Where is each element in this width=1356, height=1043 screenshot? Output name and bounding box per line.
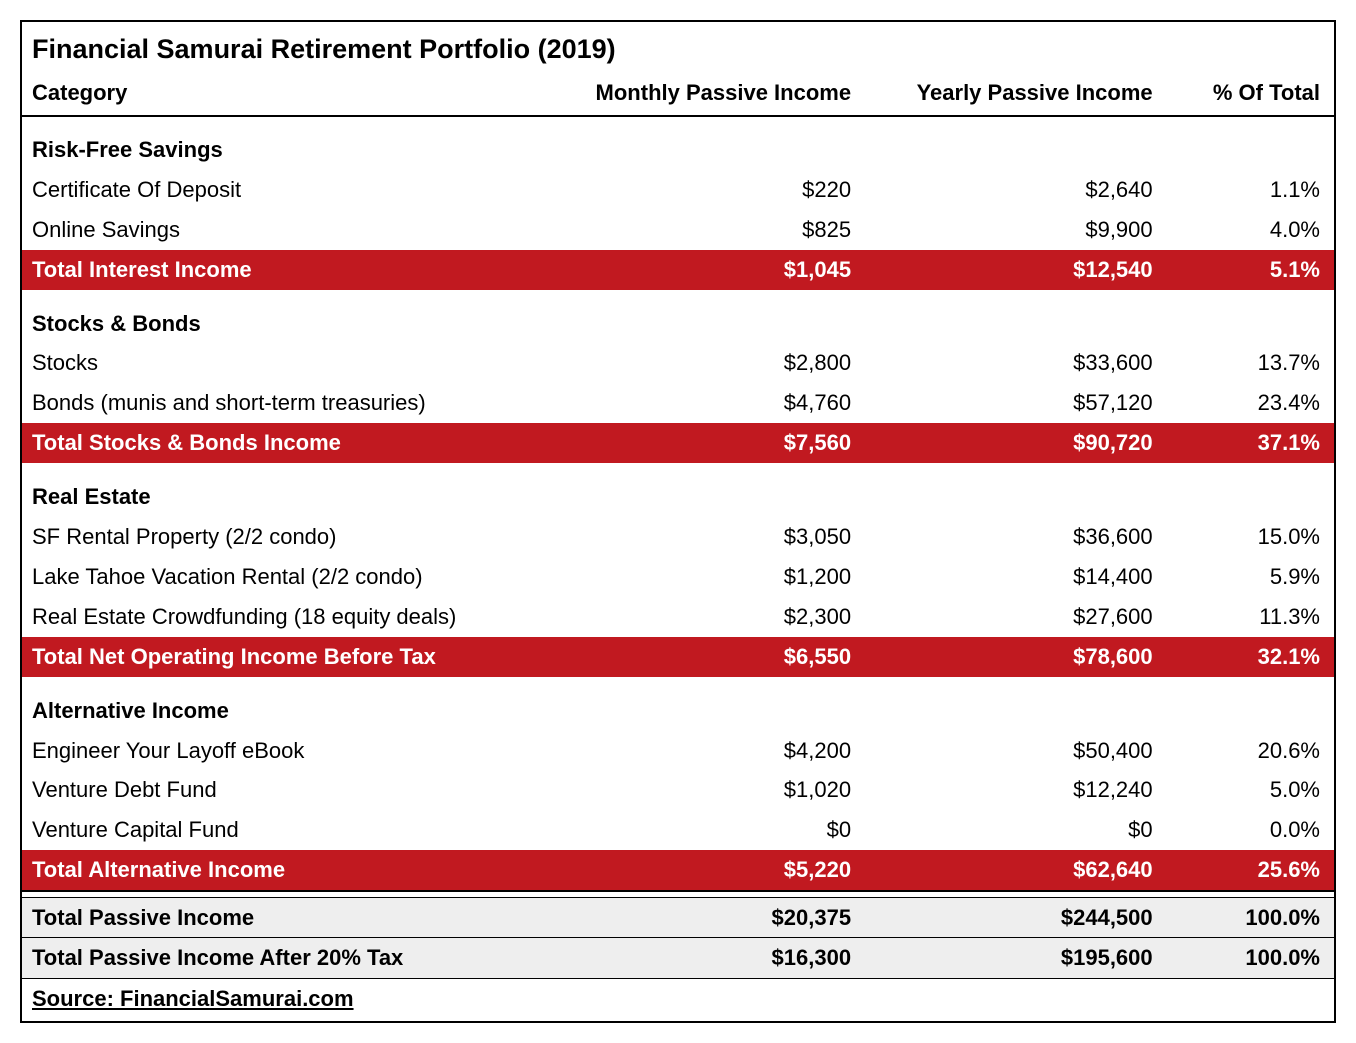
- subtotal-row: Total Alternative Income $5,220 $62,640 …: [21, 850, 1335, 891]
- section-header: Risk-Free Savings: [21, 130, 1335, 170]
- source-citation: Source: FinancialSamurai.com: [21, 979, 1335, 1022]
- table-row: Online Savings $825 $9,900 4.0%: [21, 210, 1335, 250]
- table-row: SF Rental Property (2/2 condo) $3,050 $3…: [21, 517, 1335, 557]
- subtotal-row: Total Interest Income $1,045 $12,540 5.1…: [21, 250, 1335, 290]
- grand-total-row: Total Passive Income $20,375 $244,500 10…: [21, 897, 1335, 938]
- subtotal-row: Total Net Operating Income Before Tax $6…: [21, 637, 1335, 677]
- col-header-yearly: Yearly Passive Income: [861, 73, 1163, 116]
- table-row: Engineer Your Layoff eBook $4,200 $50,40…: [21, 731, 1335, 771]
- col-header-monthly: Monthly Passive Income: [560, 73, 862, 116]
- table-row: Lake Tahoe Vacation Rental (2/2 condo) $…: [21, 557, 1335, 597]
- table-row: Venture Debt Fund $1,020 $12,240 5.0%: [21, 770, 1335, 810]
- col-header-pct: % Of Total: [1163, 73, 1335, 116]
- table-row: Real Estate Crowdfunding (18 equity deal…: [21, 597, 1335, 637]
- subtotal-row: Total Stocks & Bonds Income $7,560 $90,7…: [21, 423, 1335, 463]
- section-header: Alternative Income: [21, 691, 1335, 731]
- section-header: Stocks & Bonds: [21, 304, 1335, 344]
- table-row: Certificate Of Deposit $220 $2,640 1.1%: [21, 170, 1335, 210]
- grand-total-after-tax-row: Total Passive Income After 20% Tax $16,3…: [21, 938, 1335, 979]
- table-row: Bonds (munis and short-term treasuries) …: [21, 383, 1335, 423]
- table-row: Venture Capital Fund $0 $0 0.0%: [21, 810, 1335, 850]
- section-header: Real Estate: [21, 477, 1335, 517]
- retirement-portfolio-table: Financial Samurai Retirement Portfolio (…: [20, 20, 1336, 1023]
- table-row: Stocks $2,800 $33,600 13.7%: [21, 343, 1335, 383]
- table-title: Financial Samurai Retirement Portfolio (…: [21, 21, 1335, 73]
- col-header-category: Category: [21, 73, 560, 116]
